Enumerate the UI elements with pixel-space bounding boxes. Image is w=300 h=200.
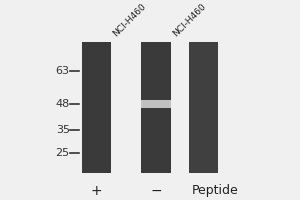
- FancyBboxPatch shape: [141, 42, 171, 173]
- FancyBboxPatch shape: [82, 42, 111, 173]
- Text: 48: 48: [56, 99, 70, 109]
- Text: NCI-H460: NCI-H460: [111, 2, 148, 39]
- FancyBboxPatch shape: [171, 42, 189, 173]
- Text: Peptide: Peptide: [192, 184, 239, 197]
- FancyBboxPatch shape: [141, 100, 171, 108]
- FancyBboxPatch shape: [189, 42, 218, 173]
- FancyBboxPatch shape: [189, 42, 218, 173]
- Text: 35: 35: [56, 125, 70, 135]
- Text: +: +: [91, 184, 102, 198]
- Text: 25: 25: [56, 148, 70, 158]
- Text: 63: 63: [56, 66, 70, 76]
- Text: −: −: [150, 184, 162, 198]
- Text: NCI-H460: NCI-H460: [171, 2, 207, 39]
